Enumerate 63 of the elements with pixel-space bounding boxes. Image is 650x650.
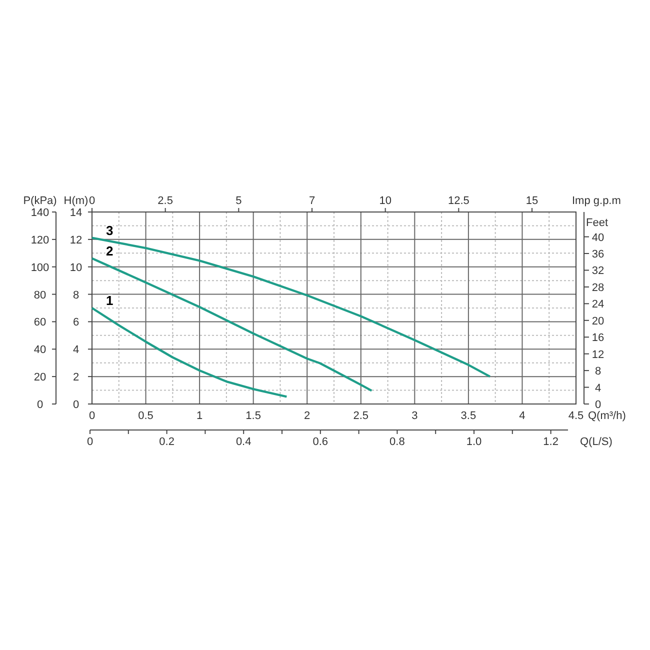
y3-tick-label: 20 <box>34 372 46 384</box>
line-series <box>90 257 373 392</box>
y2-tick-label: 0 <box>594 399 602 411</box>
y-tick-label: 12 <box>70 234 82 246</box>
text: 0 <box>86 436 94 448</box>
y-tick-label: 10 <box>70 262 82 274</box>
y2-tick-label: 32 <box>592 265 604 278</box>
y2-tick-label: 12 <box>592 348 604 361</box>
y-tick-label: 4 <box>72 344 80 356</box>
line-series <box>90 306 288 398</box>
x-axis-title: Q(m³/h) <box>588 410 626 422</box>
x-tick-label: 1.5 <box>246 410 261 422</box>
x-tick-label: 4.5 <box>568 410 584 422</box>
x-tick-label: 3 <box>412 410 418 422</box>
y3-tick-label: 0 <box>36 399 44 411</box>
y-tick-label: 14 <box>70 207 82 219</box>
x2-tick-label: 2.5 <box>158 195 173 207</box>
series-label: 3 <box>106 222 114 238</box>
y2-tick-label: 20 <box>592 315 604 328</box>
series-label: 1 <box>106 293 114 308</box>
y-tick-label: 8 <box>72 289 80 302</box>
y2-tick-label: 16 <box>592 332 604 344</box>
y2-tick-label: 8 <box>594 366 602 378</box>
y-tick-label: 0 <box>72 399 80 411</box>
y-tick-label: 2 <box>72 372 80 384</box>
y3-tick-label: 100 <box>30 262 50 274</box>
x2-tick-label: 7 <box>308 195 316 207</box>
x-tick-label: 0 <box>88 410 96 422</box>
x2-tick-label: 12.5 <box>448 195 470 207</box>
x2-tick-label: 0 <box>88 195 96 207</box>
x-tick-label: 1 <box>196 410 203 422</box>
y2-tick-label: 24 <box>592 298 604 311</box>
x2-tick-label: 10 <box>379 195 392 207</box>
y2-axis-title: Feet <box>586 217 608 229</box>
x-tick-label: 2.5 <box>353 410 369 422</box>
series-label: 2 <box>106 243 114 258</box>
text: 0.4 <box>236 436 252 448</box>
x2-tick-label: 5 <box>236 195 242 207</box>
y3-tick-label: 60 <box>34 316 46 329</box>
text: 0.6 <box>312 436 328 448</box>
line-series <box>90 236 492 378</box>
y2-tick-label: 36 <box>592 248 604 261</box>
y3-axis-title: P(kPa) <box>23 195 57 207</box>
text: 1.0 <box>466 436 482 448</box>
x2-axis-title: Imp g.p.m <box>572 195 621 207</box>
x-tick-label: 0.5 <box>138 410 154 422</box>
x2-tick-label: 15 <box>526 195 538 207</box>
y3-tick-label: 40 <box>34 344 46 356</box>
y-axis-title: H(m) <box>64 195 88 207</box>
x-tick-label: 4 <box>519 410 526 422</box>
x-tick-label: 2 <box>304 410 310 422</box>
text: 0.8 <box>390 436 405 448</box>
y2-tick-label: 40 <box>592 232 604 244</box>
text: 1.2 <box>543 436 558 448</box>
y-tick-label: 6 <box>72 316 80 329</box>
y3-tick-label: 80 <box>34 289 46 302</box>
text: Q(L/S) <box>580 436 612 448</box>
y3-tick-label: 140 <box>30 207 50 219</box>
text: 0.2 <box>159 436 174 448</box>
y3-tick-label: 120 <box>30 234 50 246</box>
y2-tick-label: 4 <box>594 382 602 394</box>
y2-tick-label: 28 <box>592 282 604 294</box>
x-tick-label: 3.5 <box>460 410 476 422</box>
